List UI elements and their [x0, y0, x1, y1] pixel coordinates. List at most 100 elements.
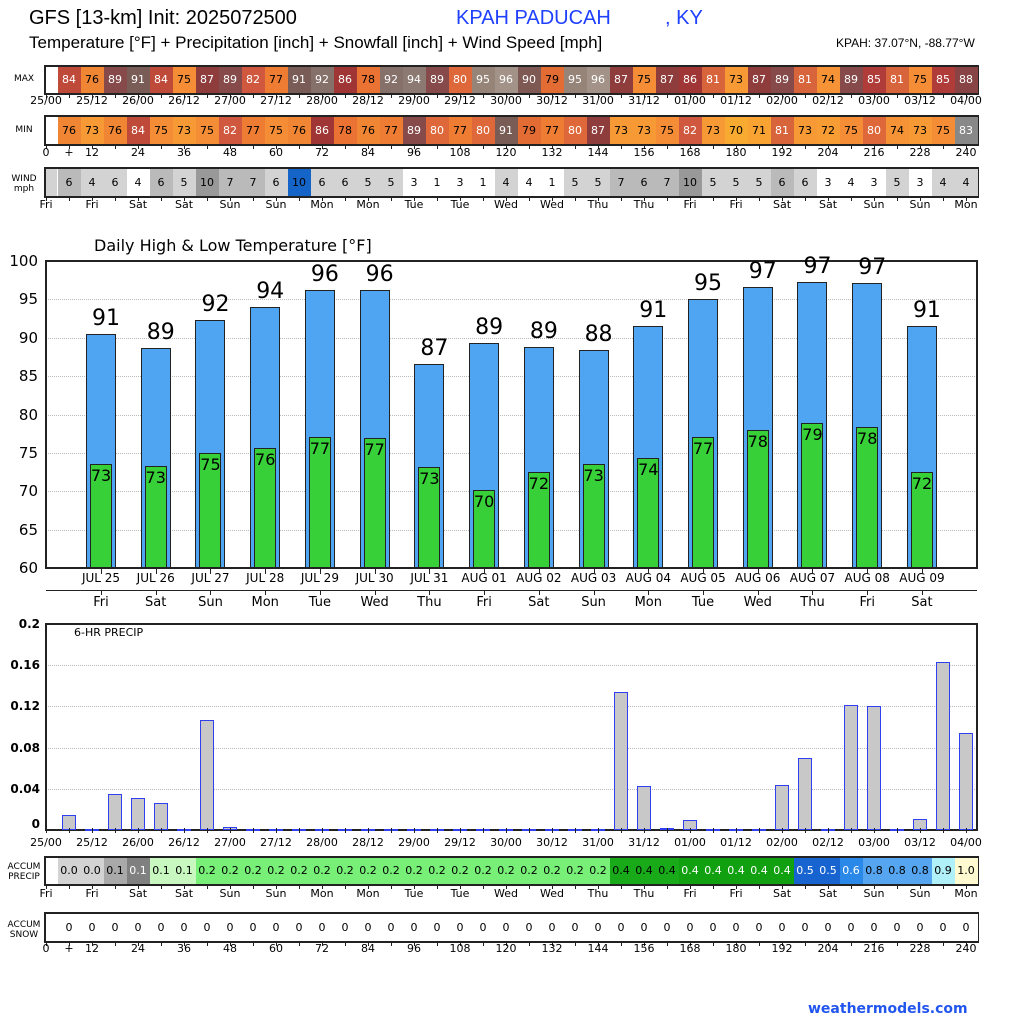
- snow-hour-label: 168: [679, 942, 701, 955]
- accum-day-label: Sun: [909, 887, 931, 900]
- min-temp-tick: [184, 144, 185, 149]
- min-temp-tick: [598, 144, 599, 149]
- weekday-tick: [319, 590, 321, 595]
- wind-tick: [391, 196, 392, 201]
- footer-link[interactable]: weathermodels.com: [808, 1001, 968, 1017]
- min-temp-cell: 73: [609, 117, 633, 144]
- precip-bar: [131, 798, 145, 830]
- accum-precip-cell: 0.4: [655, 858, 679, 884]
- max-temp-cell: 87: [609, 67, 633, 93]
- low-value-label: 70: [473, 492, 495, 512]
- low-bar: [199, 452, 222, 568]
- precip-time-label: 31/00: [582, 836, 614, 849]
- min-temp-cell: 76: [103, 117, 127, 144]
- accum-precip-tick: [276, 884, 277, 889]
- accum-day-label: Wed: [494, 887, 518, 900]
- low-bar: [473, 490, 496, 568]
- min-temp-cell: 75: [931, 117, 955, 144]
- wind-cell: 4: [80, 169, 104, 196]
- precip-y-tick-label: 0.12: [10, 699, 40, 714]
- wind-cell: 6: [333, 169, 357, 196]
- max-temp-cell: 81: [885, 67, 909, 93]
- min-temp-cell: 86: [310, 117, 334, 144]
- precip-tick: [966, 828, 967, 833]
- day-label: Sun: [909, 198, 931, 211]
- accum-snow-tick: [69, 941, 70, 946]
- accum-precip-tick: [713, 884, 714, 889]
- weekday-label: Mon: [251, 595, 279, 610]
- wind-cell: 1: [471, 169, 495, 196]
- precip-tick: [529, 828, 530, 833]
- day-label: Fri: [39, 198, 53, 211]
- wind-cell: 10: [195, 169, 219, 196]
- accum-precip-tick: [644, 884, 645, 889]
- wind-cell: 4: [931, 169, 955, 196]
- min-temp-tick: [345, 144, 346, 149]
- precip-y-tick-label: 0: [31, 817, 40, 831]
- accum-precip-tick: [230, 884, 231, 889]
- accum-precip-tick: [138, 884, 139, 889]
- precip-time-label: 26/00: [122, 836, 154, 849]
- precip-bar: [867, 706, 881, 830]
- max-temp-tick: [805, 93, 806, 98]
- wind-cell: 6: [632, 169, 656, 196]
- wind-tick: [782, 196, 783, 201]
- wind-cell: 5: [885, 169, 909, 196]
- day-label: Wed: [494, 198, 518, 211]
- hour-label: 48: [223, 146, 237, 159]
- weekday-label: Sat: [145, 595, 167, 610]
- low-bar: [418, 466, 441, 568]
- date-tick: [101, 569, 102, 574]
- max-temp-tick: [874, 93, 875, 98]
- high-value-label: 96: [310, 262, 339, 288]
- precip-tick: [736, 828, 737, 833]
- precip-tick: [115, 828, 116, 833]
- min-temp-cell: 77: [448, 117, 472, 144]
- accum-snow-cell: 0: [609, 914, 633, 941]
- accum-snow-tick: [621, 941, 622, 946]
- wind-cell: 5: [563, 169, 587, 196]
- accum-day-label: Sun: [863, 887, 885, 900]
- max-temp-cell: 76: [80, 67, 104, 93]
- accum-snow-cell: 0: [425, 914, 449, 941]
- date-tick: [867, 569, 869, 574]
- weekday-label: Thu: [800, 595, 825, 610]
- max-temp-cell: 84: [149, 67, 173, 93]
- accum-snow-tick: [115, 941, 116, 946]
- wind-cell: 10: [678, 169, 702, 196]
- low-value-label: 77: [309, 438, 331, 458]
- precip-time-label: 01/12: [720, 836, 752, 849]
- accum-snow-cell: 0: [57, 914, 81, 941]
- min-temp-tick: [46, 144, 47, 149]
- high-value-label: 89: [529, 318, 558, 344]
- weekday-label: Fri: [93, 595, 109, 610]
- accum-snow-tick: [253, 941, 254, 946]
- time-label: 26/12: [168, 94, 200, 107]
- min-temp-tick: [966, 144, 967, 149]
- accum-snow-tick: [46, 941, 47, 946]
- precip-tick: [598, 828, 599, 833]
- weekday-label: Fri: [859, 595, 875, 610]
- low-value-label: 79: [802, 424, 823, 444]
- snow-hour-label-plus: +: [64, 942, 74, 955]
- day-label: Tue: [404, 198, 424, 211]
- precip-bar: [154, 803, 168, 830]
- temp-gridline: [46, 452, 977, 454]
- time-label: 29/00: [398, 94, 430, 107]
- max-temp-tick: [759, 93, 760, 98]
- high-value-label: 89: [146, 320, 175, 346]
- weekday-label: Tue: [691, 595, 715, 610]
- snow-hour-label: 96: [407, 942, 421, 955]
- day-label: Sat: [818, 198, 838, 211]
- max-temp-cell: 91: [126, 67, 150, 93]
- wind-cell: 1: [540, 169, 564, 196]
- accum-precip-cell: 0.2: [448, 858, 472, 884]
- accum-snow-cell: 0: [494, 914, 518, 941]
- high-value-label: 91: [639, 298, 668, 324]
- wind-tick: [115, 196, 116, 201]
- low-value-label: 72: [911, 474, 933, 494]
- min-temp-tick: [943, 144, 944, 149]
- wind-tick: [874, 196, 875, 201]
- precip-time-label: 29/00: [398, 836, 430, 849]
- max-temp-cell: 91: [287, 67, 311, 93]
